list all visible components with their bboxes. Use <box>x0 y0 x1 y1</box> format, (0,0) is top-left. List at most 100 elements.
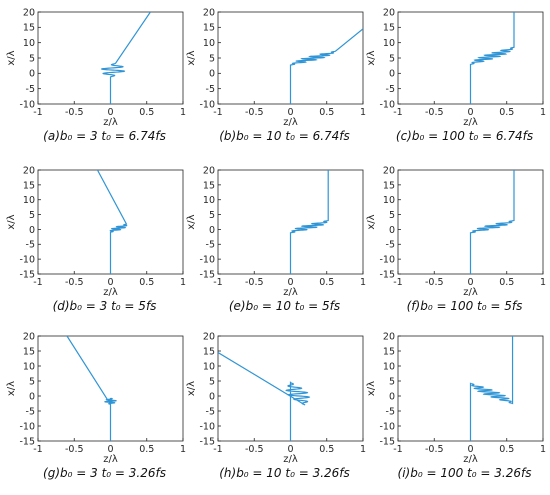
y-tick-label: 20 <box>23 165 35 176</box>
subplot-caption: (i)b₀ = 100 t₀ = 3.26fs <box>398 466 532 480</box>
x-tick-label: 1 <box>180 444 186 455</box>
y-tick-label: -10 <box>19 255 35 266</box>
x-tick-label: -1 <box>33 277 42 288</box>
subplot-e: -1 -0.5 0 0.5 1 -15 -10 -5 0 5 10 15 20 z/λ x/λ (e)b₀ =… <box>186 165 366 313</box>
y-tick-label: 15 <box>383 346 395 357</box>
x-tick-label: 1 <box>540 277 546 288</box>
x-tick-label: 0.5 <box>139 444 154 455</box>
subplot-f: -1 -0.5 0 0.5 1 -15 -10 -5 0 5 10 15 20 z/λ x/λ (f)b₀ =… <box>366 165 546 313</box>
y-tick-label: 10 <box>383 38 395 49</box>
y-tick-label: 15 <box>383 23 395 34</box>
y-axis-label: x/λ <box>366 214 377 229</box>
y-tick-label: 0 <box>389 69 395 80</box>
y-axis-label: x/λ <box>366 50 377 65</box>
x-tick-label: -0.5 <box>425 277 444 288</box>
y-tick-label: -10 <box>199 421 215 432</box>
x-tick-label: -1 <box>33 444 42 455</box>
y-tick-label: 20 <box>383 165 395 176</box>
x-tick-label: -0.5 <box>425 107 444 118</box>
subplot-a: -1 -0.5 0 0.5 1 -10 -5 0 5 10 15 20 z/λ x/λ (a)b₀ = 3 … <box>6 7 186 143</box>
trajectory-line <box>289 28 363 104</box>
y-tick-label: -5 <box>206 406 215 417</box>
y-tick-label: 0 <box>29 69 35 80</box>
x-tick-label: -1 <box>393 107 402 118</box>
x-tick-label: -0.5 <box>65 107 84 118</box>
x-tick-label: 1 <box>360 277 366 288</box>
y-tick-label: 5 <box>209 210 215 221</box>
y-tick-label: 10 <box>203 361 215 372</box>
y-tick-label: 15 <box>203 23 215 34</box>
y-tick-label: 10 <box>203 38 215 49</box>
x-tick-label: -1 <box>393 277 402 288</box>
y-tick-label: -15 <box>379 269 395 280</box>
x-tick-label: 1 <box>180 277 186 288</box>
trajectory-line <box>218 351 311 441</box>
x-axis-label: z/λ <box>283 117 298 128</box>
y-tick-label: 0 <box>209 225 215 236</box>
y-tick-label: 20 <box>203 7 215 18</box>
subplot-b: -1 -0.5 0 0.5 1 -10 -5 0 5 10 15 20 z/λ x/λ (b)b₀ = 10… <box>186 7 366 143</box>
y-tick-label: -5 <box>26 240 35 251</box>
x-tick-label: -0.5 <box>65 277 84 288</box>
x-axis-label: z/λ <box>103 117 118 128</box>
y-tick-label: 20 <box>203 331 215 342</box>
subplot-caption: (f)b₀ = 100 t₀ = 5fs <box>407 299 523 313</box>
x-axis-label: z/λ <box>463 287 478 298</box>
x-axis-label: z/λ <box>463 454 478 465</box>
x-tick-label: -0.5 <box>245 444 264 455</box>
trajectory-line <box>66 336 117 441</box>
y-tick-label: 5 <box>29 210 35 221</box>
subplot-caption: (g)b₀ = 3 t₀ = 3.26fs <box>43 466 166 480</box>
y-tick-label: 5 <box>389 210 395 221</box>
x-tick-label: -1 <box>33 107 42 118</box>
x-tick-label: 0.5 <box>499 277 514 288</box>
y-tick-label: 20 <box>383 7 395 18</box>
y-tick-label: 0 <box>389 391 395 402</box>
y-tick-label: 15 <box>203 346 215 357</box>
x-tick-label: 0 <box>107 277 113 288</box>
y-tick-label: -5 <box>206 240 215 251</box>
trajectory-line <box>469 12 515 104</box>
y-tick-label: -5 <box>386 240 395 251</box>
x-tick-label: -0.5 <box>65 444 84 455</box>
y-tick-label: 0 <box>209 69 215 80</box>
x-axis-label: z/λ <box>283 454 298 465</box>
trajectory-line <box>100 12 151 104</box>
y-tick-label: -10 <box>379 421 395 432</box>
subplot-caption: (d)b₀ = 3 t₀ = 5fs <box>53 299 157 313</box>
y-tick-label: -5 <box>26 406 35 417</box>
y-tick-label: -15 <box>19 436 35 447</box>
y-axis-label: x/λ <box>366 381 377 396</box>
y-axis-label: x/λ <box>186 381 197 396</box>
y-tick-label: 0 <box>389 225 395 236</box>
x-axis-label: z/λ <box>103 287 118 298</box>
y-tick-label: -15 <box>379 436 395 447</box>
y-axis-label: x/λ <box>186 50 197 65</box>
x-tick-label: 0.5 <box>319 444 334 455</box>
subplot-d: -1 -0.5 0 0.5 1 -15 -10 -5 0 5 10 15 20 z/λ x/λ (d)b₀ =… <box>6 165 186 313</box>
y-tick-label: -10 <box>379 99 395 110</box>
y-tick-label: -5 <box>386 84 395 95</box>
subplot-g: -1 -0.5 0 0.5 1 -15 -10 -5 0 5 10 15 20 z/λ x/λ (g)b₀ =… <box>6 331 186 480</box>
x-tick-label: 0 <box>107 107 113 118</box>
x-tick-label: 0 <box>107 444 113 455</box>
y-tick-label: -10 <box>199 255 215 266</box>
trajectory-line <box>469 170 515 274</box>
x-tick-label: 0.5 <box>319 107 334 118</box>
y-tick-label: 0 <box>29 391 35 402</box>
y-tick-label: 15 <box>23 23 35 34</box>
y-tick-label: 0 <box>209 391 215 402</box>
subplot-i: -1 -0.5 0 0.5 1 -15 -10 -5 0 5 10 15 20 z/λ x/λ (i)b₀ =… <box>366 331 546 480</box>
y-tick-label: 5 <box>389 53 395 64</box>
x-tick-label: 0 <box>287 444 293 455</box>
y-tick-label: 10 <box>203 195 215 206</box>
y-tick-label: -15 <box>19 269 35 280</box>
x-tick-label: 1 <box>360 107 366 118</box>
x-tick-label: 0 <box>467 444 473 455</box>
trajectory-line <box>289 170 329 274</box>
x-tick-label: -1 <box>213 277 222 288</box>
y-axis-label: x/λ <box>6 214 17 229</box>
subplot-caption: (h)b₀ = 10 t₀ = 3.26fs <box>219 466 350 480</box>
x-tick-label: 0.5 <box>319 277 334 288</box>
y-tick-label: 15 <box>23 180 35 191</box>
